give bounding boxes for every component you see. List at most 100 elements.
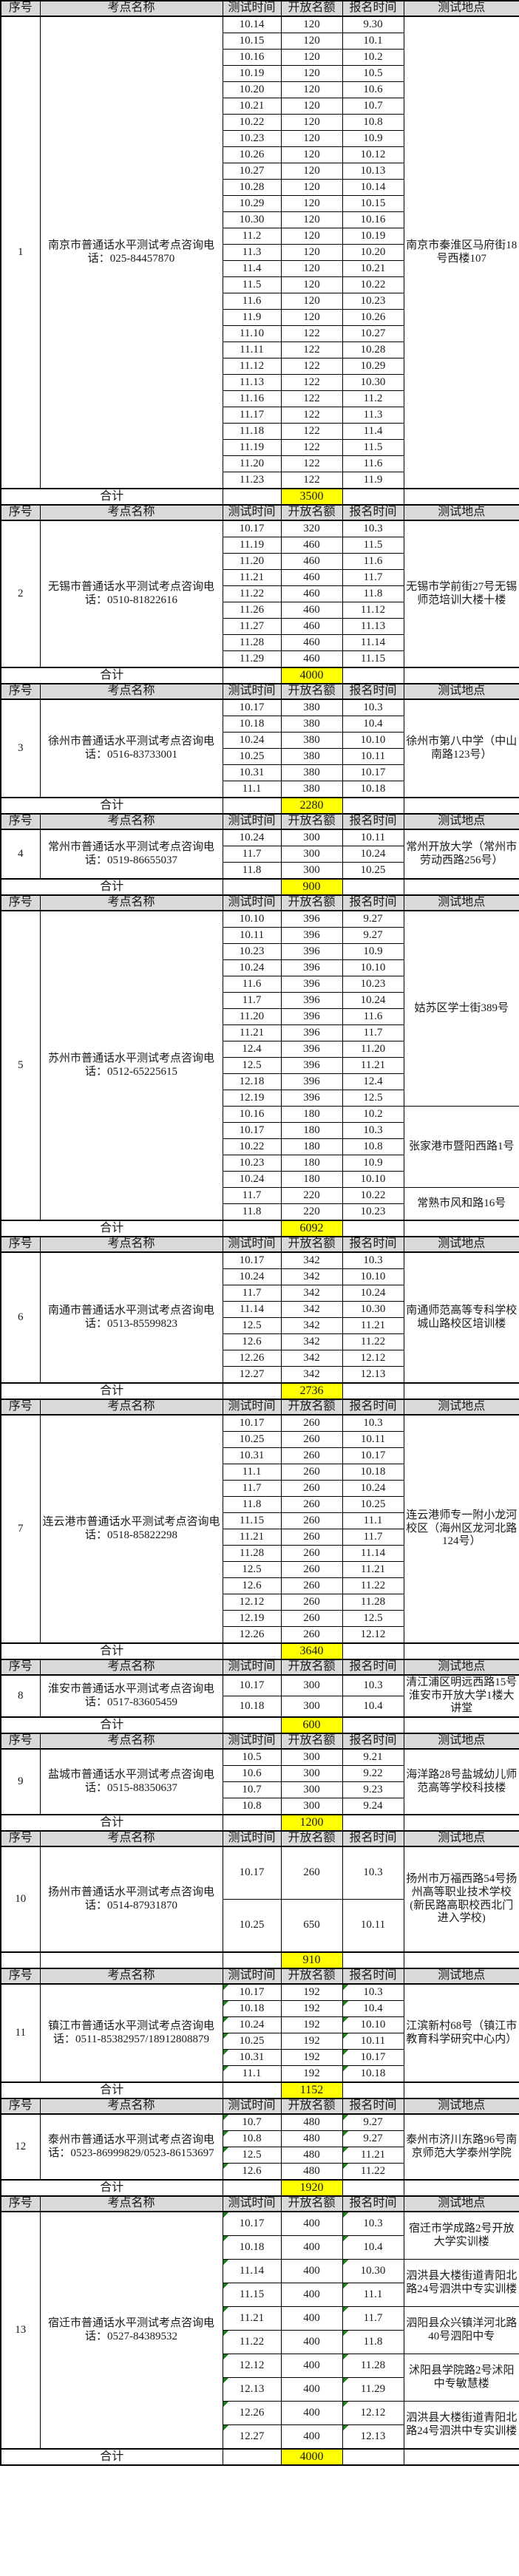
data-row: 11.21 400 11.7 泗阳县众兴镇洋河北路40号泗阳中专 [1,2306,519,2354]
data-row: 12.5 260 11.21 [1,1561,519,1578]
cell-quota: 122 [280,407,343,424]
cell-location: 海洋路28号盐城幼儿师范高等学校科技楼 [403,1748,519,1815]
data-row: 12.6 260 11.22 [1,1577,519,1594]
cell-reg-date: 12.4 [342,1073,404,1090]
data-row: 10.11 396 9.27 [1,927,519,944]
cell-test-date: 11.21 [222,569,282,586]
cell-test-date: 11.19 [222,537,282,554]
cell-quota: 120 [280,146,343,163]
data-row: 11.15 400 11.1 [1,2283,519,2307]
cell-reg-date: 12.13 [342,2424,404,2450]
total-empty-reg-date [342,1951,404,1969]
cell-reg-date: 11.28 [342,2354,404,2378]
data-row: 10.8 300 9.24 [1,1798,519,1815]
data-row: 10.16 180 10.2 张家港市暨阳西路1号 [1,1106,519,1188]
cell-reg-date: 11.8 [342,2330,404,2354]
cell-reg-date: 10.14 [342,179,404,196]
col-header-quota: 开放名额 [280,2195,343,2212]
col-header-center-name: 考点名称 [39,894,223,911]
data-row: 11.11 122 10.28 [1,341,519,358]
data-row: 12.12 260 11.28 [1,1594,519,1611]
cell-location: 连云港师专一附小龙河校区（海州区龙河北路124号） [403,1414,519,1644]
col-header-quota: 开放名额 [280,0,343,17]
cell-reg-date: 12.5 [342,1090,404,1107]
total-value: 1152 [280,2081,343,2099]
cell-quota: 120 [280,309,343,326]
data-row: 11.8 260 10.25 [1,1496,519,1513]
cell-test-date: 11.15 [222,1512,282,1529]
cell-quota: 120 [280,244,343,261]
cell-quota: 342 [280,1251,343,1269]
col-header-quota: 开放名额 [280,683,343,700]
cell-test-date: 10.17 [222,1122,282,1139]
cell-reg-date: 10.17 [342,1447,404,1464]
cell-test-date: 10.18 [222,716,282,733]
cell-quota: 122 [280,374,343,391]
cell-reg-date: 11.21 [342,1057,404,1074]
section-9-header-row: 序号 考点名称 测试时间 开放名额 报名时间 测试地点 [0,1733,519,1750]
data-row: 11.16 122 11.2 [1,390,519,407]
data-row: 12.26 400 12.12 泗洪县大楼街道青阳北路24号泗洪中专实训楼 [1,2401,519,2450]
col-header-quota: 开放名额 [280,1399,343,1416]
total-label: 合计 [0,1814,223,1832]
total-empty-reg-date [342,878,404,896]
col-header-reg-date: 报名时间 [342,1399,404,1416]
cell-test-date: 11.1 [222,1464,282,1481]
data-row: 10.20 120 10.6 [1,81,519,98]
cell-quota: 396 [280,1073,343,1090]
data-row: 11.14 342 10.30 [1,1301,519,1318]
data-row: 11.7 220 10.22 常熟市风和路16号 [1,1187,519,1221]
cell-reg-date: 11.2 [342,390,404,407]
total-value: 900 [280,878,343,896]
cell-test-date: 11.21 [222,1024,282,1041]
cell-test-date: 12.6 [222,1577,282,1594]
cell-test-date: 12.19 [222,1090,282,1107]
cell-location: 泗洪县大楼街道青阳北路24号泗洪中专实训楼 [403,2259,519,2307]
col-header-reg-date: 报名时间 [342,683,404,700]
cell-quota: 300 [280,1696,343,1718]
section-number: 5 [0,910,41,1221]
cell-test-date: 10.17 [222,1251,282,1269]
center-name: 扬州市普通话水平测试考点咨询电话：0514-87931870 [39,1846,223,1953]
cell-quota: 396 [280,1008,343,1025]
data-row: 11.19 122 11.5 [1,439,519,456]
cell-test-date: 10.5 [222,1748,282,1766]
data-row: 10.18 192 10.4 [1,2000,519,2017]
cell-reg-date: 10.8 [342,1138,404,1155]
cell-quota: 342 [280,1285,343,1302]
cell-location: 清江浦区明远西路15号淮安市开放大学1楼大讲堂 [403,1674,519,1718]
col-header-test-date: 测试时间 [222,1830,282,1847]
section-number: 2 [0,520,41,668]
cell-test-date: 10.31 [222,764,282,781]
cell-quota: 122 [280,341,343,358]
cell-reg-date: 9.27 [342,2113,404,2131]
cell-quota: 120 [280,276,343,293]
cell-test-date: 12.27 [222,1366,282,1384]
cell-test-date: 10.16 [222,49,282,66]
cell-location: 江滨新村68号（镇江市教育科学研究中心内） [403,1983,519,2083]
total-empty-location [403,797,519,815]
total-label: 合计 [0,878,223,896]
cell-reg-date: 10.18 [342,781,404,798]
cell-reg-date: 10.3 [342,1674,404,1696]
col-header-reg-date: 报名时间 [342,894,404,911]
cell-test-date: 11.28 [222,634,282,651]
total-value: 3640 [280,1642,343,1660]
cell-reg-date: 11.29 [342,2377,404,2402]
cell-test-date: 11.18 [222,423,282,440]
cell-test-date: 10.17 [222,699,282,716]
cell-reg-date: 10.18 [342,1464,404,1481]
data-row: 11.7 396 10.24 [1,992,519,1009]
table-body: 序号 考点名称 测试时间 开放名额 报名时间 测试地点 1 南京市普通话水平测试考点咨询电话：… [0,0,519,2466]
cell-quota: 122 [280,439,343,456]
cell-test-date: 11.22 [222,585,282,602]
cell-quota: 460 [280,618,343,635]
total-label: 合计 [0,2448,223,2466]
data-row: 11.18 122 11.4 [1,423,519,440]
data-row: 12.27 342 12.13 [1,1366,519,1384]
cell-test-date: 10.25 [222,1431,282,1448]
col-header-test-date: 测试时间 [222,1968,282,1985]
cell-location: 南通师范高等专科学校城山路校区培训楼 [403,1251,519,1384]
cell-quota: 460 [280,634,343,651]
cell-test-date: 10.18 [222,2235,282,2260]
